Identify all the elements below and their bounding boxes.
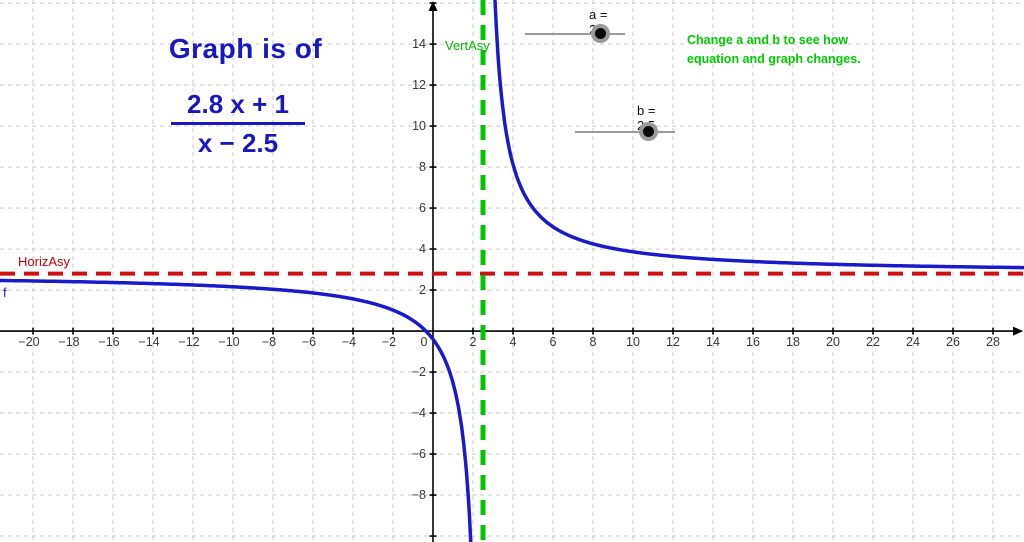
svg-text:−6: −6 xyxy=(302,335,316,349)
svg-text:20: 20 xyxy=(826,335,840,349)
instructions-line1: Change a and b to see how xyxy=(687,33,849,47)
svg-text:22: 22 xyxy=(866,335,880,349)
slider-a-track[interactable] xyxy=(525,33,625,35)
svg-text:−6: −6 xyxy=(412,447,426,461)
svg-text:−8: −8 xyxy=(412,488,426,502)
vertical-asymptote-label: VertAsy xyxy=(445,38,490,53)
svg-text:−20: −20 xyxy=(18,335,39,349)
svg-text:6: 6 xyxy=(550,335,557,349)
equation-denominator: x − 2.5 xyxy=(197,128,279,158)
svg-text:−4: −4 xyxy=(412,406,426,420)
svg-text:12: 12 xyxy=(412,78,426,92)
svg-text:16: 16 xyxy=(746,335,760,349)
svg-text:18: 18 xyxy=(786,335,800,349)
slider-b[interactable]: b = 2.5 xyxy=(575,101,675,145)
svg-text:4: 4 xyxy=(419,242,426,256)
svg-text:−4: −4 xyxy=(342,335,356,349)
fraction-bar xyxy=(171,122,305,125)
equation-fraction: 2.8 x + 1 x − 2.5 xyxy=(168,88,308,158)
svg-text:−2: −2 xyxy=(412,365,426,379)
svg-text:2: 2 xyxy=(470,335,477,349)
slider-b-handle[interactable] xyxy=(639,122,658,141)
slider-a-handle[interactable] xyxy=(591,24,610,43)
x-axis-arrow-icon xyxy=(1013,326,1023,336)
slider-b-track[interactable] xyxy=(575,131,675,133)
curve-f-right-branch[interactable] xyxy=(483,0,1024,270)
svg-text:−12: −12 xyxy=(178,335,199,349)
y-axis-arrow-icon xyxy=(428,1,438,11)
graph-title: Graph is of xyxy=(168,33,323,64)
svg-text:2: 2 xyxy=(419,283,426,297)
svg-text:−10: −10 xyxy=(218,335,239,349)
curve-f-left-branch[interactable] xyxy=(0,278,483,542)
function-label: f xyxy=(3,285,7,300)
svg-text:10: 10 xyxy=(412,119,426,133)
svg-text:4: 4 xyxy=(510,335,517,349)
svg-text:14: 14 xyxy=(412,37,426,51)
svg-text:8: 8 xyxy=(590,335,597,349)
svg-text:14: 14 xyxy=(706,335,720,349)
svg-text:8: 8 xyxy=(419,160,426,174)
svg-text:−14: −14 xyxy=(138,335,159,349)
svg-text:6: 6 xyxy=(419,201,426,215)
svg-text:0: 0 xyxy=(421,335,428,349)
equation-numerator: 2.8 x + 1 xyxy=(187,89,289,119)
slider-a[interactable]: a = 2.8 xyxy=(525,5,625,49)
horizontal-asymptote-label: HorizAsy xyxy=(18,254,71,269)
svg-text:−8: −8 xyxy=(262,335,276,349)
svg-text:10: 10 xyxy=(626,335,640,349)
axis-tick-labels: −20 −18 −16 −14 −12 −10 −8 −6 −4 −2 0 2 4 6 8 10 12 14 16 1… xyxy=(18,37,1000,502)
svg-text:−18: −18 xyxy=(58,335,79,349)
svg-text:24: 24 xyxy=(906,335,920,349)
svg-text:12: 12 xyxy=(666,335,680,349)
instructions-text: Change a and b to see how equation and g… xyxy=(687,31,861,69)
svg-text:26: 26 xyxy=(946,335,960,349)
svg-text:−2: −2 xyxy=(382,335,396,349)
svg-text:−16: −16 xyxy=(98,335,119,349)
instructions-line2: equation and graph changes. xyxy=(687,52,861,66)
svg-text:28: 28 xyxy=(986,335,1000,349)
